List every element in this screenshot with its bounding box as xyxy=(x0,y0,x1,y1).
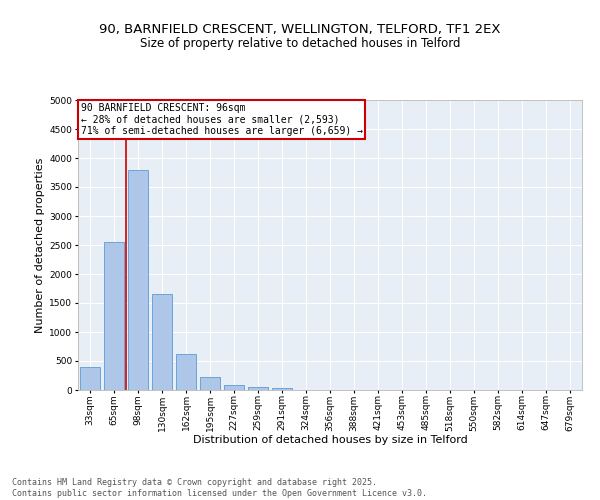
Bar xyxy=(152,294,172,390)
Bar xyxy=(272,388,292,390)
Bar xyxy=(80,368,100,390)
Bar xyxy=(224,385,244,390)
Text: 90 BARNFIELD CRESCENT: 96sqm
← 28% of detached houses are smaller (2,593)
71% of: 90 BARNFIELD CRESCENT: 96sqm ← 28% of de… xyxy=(80,103,362,136)
X-axis label: Distribution of detached houses by size in Telford: Distribution of detached houses by size … xyxy=(193,434,467,444)
Text: Contains HM Land Registry data © Crown copyright and database right 2025.
Contai: Contains HM Land Registry data © Crown c… xyxy=(12,478,427,498)
Y-axis label: Number of detached properties: Number of detached properties xyxy=(35,158,45,332)
Bar xyxy=(248,388,268,390)
Text: Size of property relative to detached houses in Telford: Size of property relative to detached ho… xyxy=(140,38,460,51)
Bar xyxy=(176,354,196,390)
Bar xyxy=(128,170,148,390)
Bar xyxy=(200,376,220,390)
Bar xyxy=(104,242,124,390)
Text: 90, BARNFIELD CRESCENT, WELLINGTON, TELFORD, TF1 2EX: 90, BARNFIELD CRESCENT, WELLINGTON, TELF… xyxy=(99,22,501,36)
